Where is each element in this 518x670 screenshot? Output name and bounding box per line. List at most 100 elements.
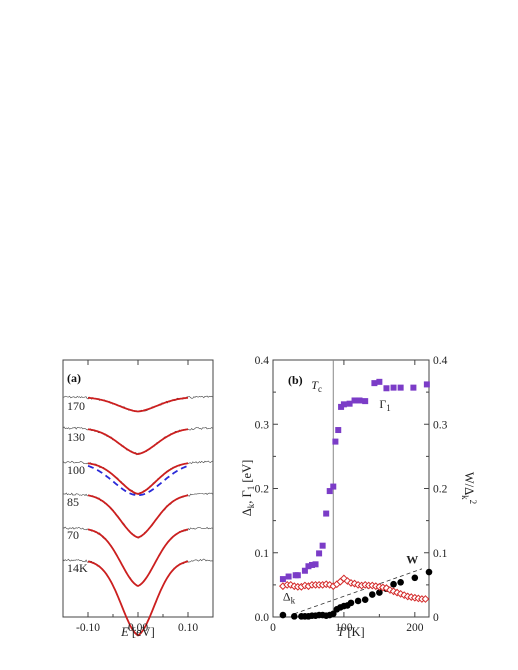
fit-curve-3 [87,494,189,539]
gamma-point [371,380,378,387]
b-x-tick-label: 200 [406,622,424,634]
b-y-tick-label-right: 0.1 [433,548,448,560]
w-point [397,579,404,586]
gamma-point [410,384,417,391]
w-point [279,611,287,619]
w-point [411,574,419,582]
tc-label-main: T [311,378,319,392]
curve-label-0: 170 [67,399,85,413]
fit-curve-2 [87,462,189,495]
data-trace-2 [62,460,213,496]
gamma-point [326,488,333,495]
gamma-point [362,398,369,405]
w-point [376,589,383,596]
series-annotation-sub: 1 [386,403,391,413]
gamma-point [390,384,397,391]
series-annotation-sub: k [291,595,296,605]
gamma-point [332,438,339,445]
tc-label: Tc [311,378,322,394]
b-y-tick-label-left: 0.0 [255,612,270,624]
panel-a-x-axis-var: E [120,625,129,639]
series-circle [279,568,433,620]
curve-label-1: 130 [67,430,85,444]
panel-b-y-right-sup-2: 2 [468,500,478,505]
b-y-tick-label-right: 0.2 [433,484,448,496]
data-trace-0 [62,395,213,413]
panel-b-points [279,378,433,620]
panel-b-label: (b) [288,373,303,387]
dashed-guide [294,568,423,615]
b-y-tick-label-left: 0.2 [255,484,270,496]
panel-b-y-right-sub-k: k [460,495,470,500]
gamma-point [309,561,315,568]
panel-a-x-axis-unit: [eV] [129,625,155,639]
fit-curve-0 [87,396,189,413]
panel-b-y-left-unit: [eV] [240,460,254,486]
gamma-point [279,576,286,583]
w-point [354,597,362,605]
panel-b-dashed-line [294,568,423,615]
delta-point [421,595,430,603]
b-y-tick-label-right: 0 [433,612,439,624]
panel-b-x-axis-var: T [337,625,345,639]
delta-point [340,574,348,583]
panel-b-x-axis-unit: [K] [344,625,364,639]
series-annotation-main: Δ [283,589,291,603]
panel-b-y-left-delta: Δ [240,508,254,516]
gamma-point [312,561,319,568]
series-annotation-1: W [406,553,418,567]
series-annotation-0: Γ1 [379,397,390,413]
curve-label-4: 70 [67,528,79,542]
panel-b-frame [272,359,430,618]
data-trace-3 [62,492,213,539]
panel-a-curves [62,395,213,637]
panel-a-curve-labels: 170 130 100 85 70 14K [67,399,88,575]
panel-a-frame [62,359,214,618]
gamma-point [423,381,430,388]
gamma-point [330,483,337,490]
gamma-point [356,397,363,404]
series-annotation-main: W [406,553,418,567]
series-annotation-main: Γ [379,397,386,411]
gamma-point [335,427,342,434]
fit-curve-5 [87,560,189,637]
panel-a-x-ticks: -0.10 0.00 0.10 [76,360,198,634]
panel-a: (a) 170 130 100 85 70 14K -0.10 0.00 0.10 E [eV… [62,359,214,639]
x-tick-label: 0.00 [128,622,148,634]
gamma-point [285,573,292,580]
w-point [425,568,433,576]
b-y-tick-label-left: 0.3 [255,419,270,431]
gamma-point [351,397,358,404]
panel-b-y-left-sub-1: 1 [246,486,256,491]
alt-fit-curve [87,465,189,497]
x-tick-label: 0.10 [178,622,198,634]
gamma-point [340,401,347,408]
w-point [329,610,337,618]
gamma-point [294,572,301,579]
b-y-tick-label-right: 0.3 [433,419,448,431]
panel-a-x-axis-label: E [eV] [120,625,155,639]
series-diamond-open [279,574,430,603]
gamma-point [323,510,330,517]
curve-label-5: 14K [67,561,88,575]
series-square [279,378,430,583]
x-tick-label: -0.10 [76,622,100,634]
w-point [290,613,298,620]
panel-b-y-axis-left-label: Δk, Γ1 [eV] [240,460,256,517]
b-y-tick-label-left: 0.4 [255,355,270,367]
series-annotation-2: Δk [283,589,296,605]
w-point [347,599,355,607]
gamma-point [376,378,383,385]
curve-label-2: 100 [67,463,85,477]
panel-b-y-left-gamma: , Γ [240,490,254,503]
gamma-point [383,385,390,392]
w-point [361,596,369,603]
data-trace-4 [62,526,213,587]
data-trace-1 [62,426,213,456]
panel-b-y-left-sub-k: k [246,503,256,508]
panel-b-y-axis-right-label: W/Δk2 [460,472,478,504]
b-x-tick-label: 100 [335,622,353,634]
w-point [368,591,376,598]
